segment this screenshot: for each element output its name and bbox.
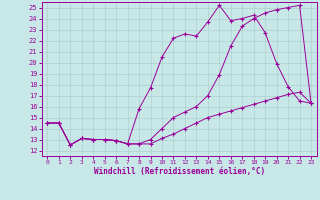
X-axis label: Windchill (Refroidissement éolien,°C): Windchill (Refroidissement éolien,°C) — [94, 167, 265, 176]
